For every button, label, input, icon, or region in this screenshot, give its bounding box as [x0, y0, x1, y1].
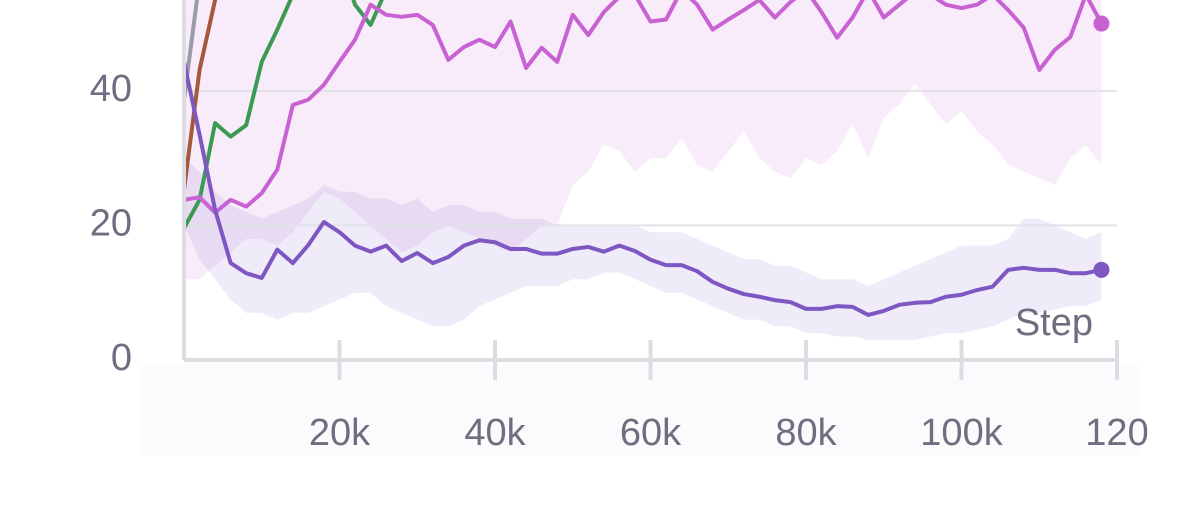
axis-background — [140, 365, 1140, 455]
end-dot — [1093, 261, 1110, 278]
x-tick-label: 60k — [620, 412, 682, 454]
band — [184, 158, 1102, 340]
y-tick-label: 40 — [90, 68, 132, 110]
x-tick-label: 20k — [309, 412, 371, 454]
x-tick-label: 80k — [775, 412, 837, 454]
x-tick-label: 40k — [464, 412, 526, 454]
y-tick-label: 0 — [111, 337, 132, 379]
end-dot — [1093, 15, 1110, 32]
line — [184, 0, 384, 230]
line — [184, 0, 1104, 215]
band — [184, 0, 1102, 280]
line — [184, 61, 1102, 317]
bands — [184, 0, 1102, 340]
x-axis-label: Step — [1015, 302, 1093, 344]
x-tick-label: 120 — [1085, 412, 1148, 454]
x-tick-label: 100k — [920, 412, 1003, 454]
lines — [184, 0, 1110, 317]
line — [184, 0, 218, 191]
y-tick-label: 20 — [90, 202, 132, 244]
